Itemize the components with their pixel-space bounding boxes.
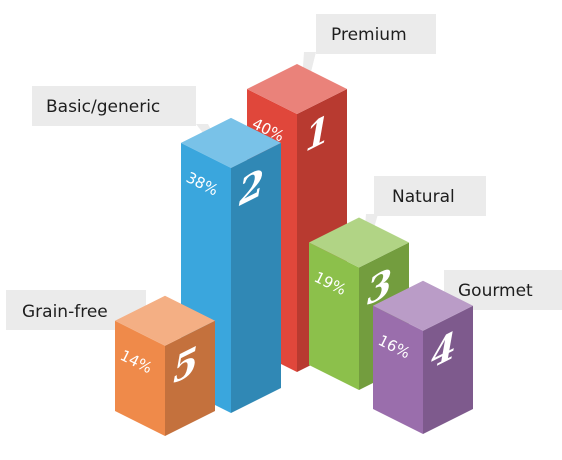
callout-box xyxy=(316,14,436,54)
callout-premium: Premium xyxy=(299,14,436,118)
bar-right-face xyxy=(165,320,215,436)
callout-natural: Natural xyxy=(361,176,486,272)
category-label: Premium xyxy=(331,25,407,45)
callout-box xyxy=(374,176,486,216)
bar-grain-free: 14% 5 xyxy=(115,295,215,436)
bars-layer: 40% 119% 338% 216% 414% 5 xyxy=(115,64,473,436)
callouts-layer: Premium Basic/generic Natural Gourmet Grain-… xyxy=(6,14,562,350)
bar-left-face xyxy=(373,305,423,434)
bar-gourmet: 16% 4 xyxy=(373,280,473,434)
callout-basic-generic: Basic/generic xyxy=(32,86,234,172)
category-label: Gourmet xyxy=(458,281,533,301)
bar-top-face xyxy=(309,217,409,268)
bar-top-face xyxy=(181,117,281,168)
bar-natural: 19% 3 xyxy=(309,217,409,390)
bar-top-face xyxy=(115,295,215,346)
bar-top-face xyxy=(373,280,473,331)
callout-box xyxy=(32,86,196,126)
bar-top-face xyxy=(247,64,347,114)
category-label: Grain-free xyxy=(22,302,108,322)
bar-right-face xyxy=(423,305,473,434)
bar-left-face xyxy=(309,242,359,390)
bar-left-face xyxy=(115,320,165,436)
bar-right-face xyxy=(231,142,281,413)
category-label: Basic/generic xyxy=(46,97,160,117)
bar-basic-generic: 38% 2 xyxy=(181,117,281,413)
category-label: Natural xyxy=(392,187,455,207)
